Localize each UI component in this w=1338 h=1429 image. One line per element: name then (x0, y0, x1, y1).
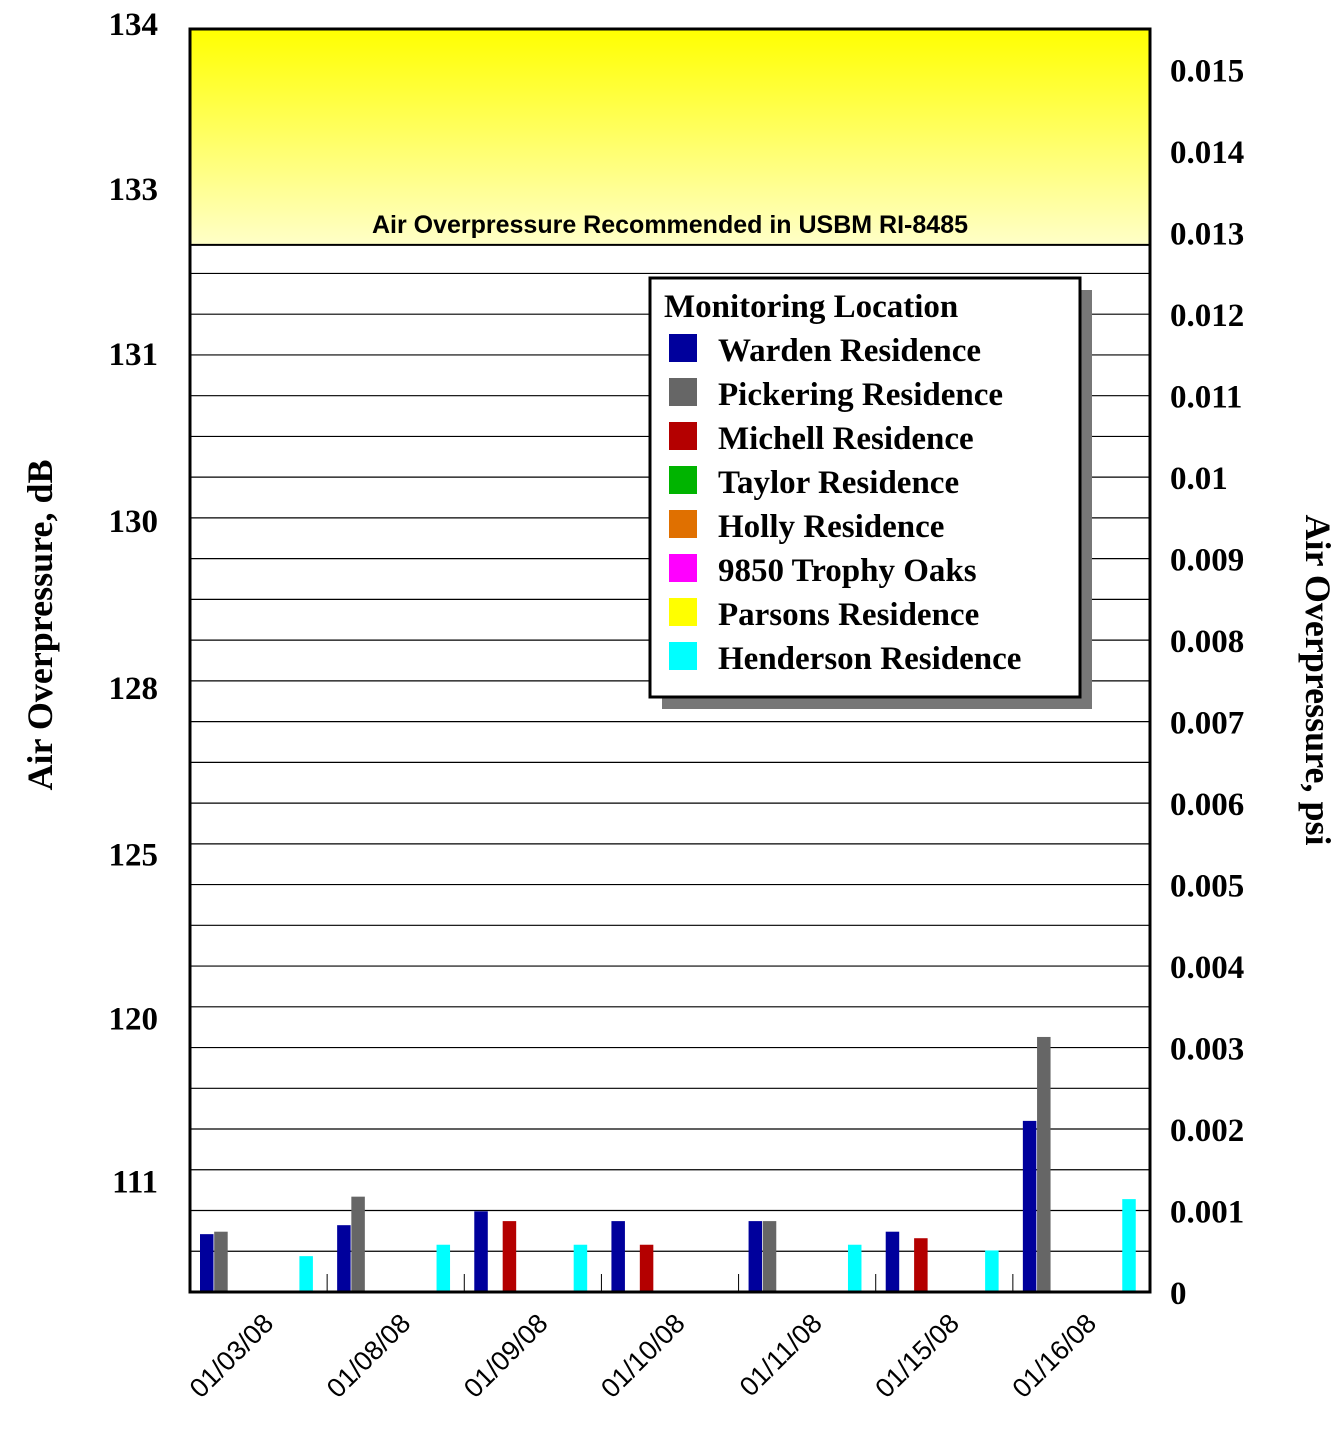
bar (474, 1211, 488, 1292)
legend-swatch (669, 378, 697, 406)
right-tick-label: 0.003 (1170, 1032, 1244, 1068)
legend-label: Holly Residence (718, 509, 944, 545)
legend-label: 9850 Trophy Oaks (718, 553, 977, 589)
left-tick-label: 111 (112, 1165, 158, 1201)
legend-label: Taylor Residence (718, 465, 959, 501)
right-tick-label: 0 (1170, 1276, 1187, 1312)
threshold-label: Air Overpressure Recommended in USBM RI-… (372, 211, 968, 239)
bar (748, 1221, 763, 1292)
legend-label: Henderson Residence (718, 641, 1021, 677)
bar (337, 1225, 351, 1292)
bar (573, 1244, 588, 1292)
bar (611, 1221, 625, 1292)
right-tick-label: 0.006 (1170, 787, 1244, 823)
right-tick-label: 0.008 (1170, 624, 1244, 660)
right-axis-ticks: 0.015 0.014 0.013 0.012 0.011 0.01 0.009 0.008 0… (1170, 54, 1244, 1312)
threshold-band (190, 29, 1150, 245)
left-tick-label: 133 (109, 172, 159, 208)
legend-swatch (669, 598, 697, 626)
bar (1022, 1120, 1037, 1292)
bar (985, 1250, 999, 1292)
left-tick-label: 125 (109, 838, 159, 874)
x-tick-marks (326, 1274, 1014, 1292)
legend-box (648, 276, 1082, 699)
left-tick-label: 134 (109, 7, 159, 43)
bar (639, 1244, 654, 1292)
bar (200, 1234, 214, 1292)
x-tick-label: 01/03/08 (184, 1308, 280, 1404)
plot-frame (188, 27, 1152, 1294)
right-tick-label: 0.011 (1170, 380, 1242, 416)
left-axis-title: Air Overpressure, dB (20, 460, 60, 791)
bar (299, 1256, 313, 1292)
right-tick-label: 0.007 (1170, 706, 1244, 742)
bar (885, 1231, 900, 1292)
x-tick-label: 01/09/08 (458, 1308, 554, 1404)
legend-label: Warden Residence (718, 333, 981, 369)
bar (914, 1238, 928, 1292)
bar (1037, 1036, 1051, 1292)
right-tick-label: 0.013 (1170, 217, 1244, 253)
right-tick-label: 0.009 (1170, 543, 1244, 579)
bar (502, 1221, 517, 1292)
bars (200, 1036, 1136, 1292)
legend-swatch (669, 642, 697, 670)
legend-label: Pickering Residence (718, 377, 1003, 413)
left-axis-ticks: 134 133 131 130 128 125 120 111 (109, 7, 159, 1201)
right-tick-label: 0.001 (1170, 1195, 1244, 1231)
legend-swatch (669, 510, 697, 538)
right-axis-title: Air Overpressure, psi (1298, 515, 1338, 846)
right-tick-label: 0.002 (1170, 1113, 1244, 1149)
left-tick-label: 128 (109, 671, 159, 707)
legend-label: Parsons Residence (718, 597, 979, 633)
x-tick-label: 01/08/08 (321, 1308, 417, 1404)
left-tick-label: 131 (109, 337, 159, 373)
legend-swatch (669, 422, 697, 450)
legend-title: Monitoring Location (664, 289, 958, 325)
bar (351, 1196, 365, 1292)
right-tick-label: 0.005 (1170, 869, 1244, 905)
bar (436, 1244, 451, 1292)
bar (847, 1244, 862, 1292)
x-tick-label: 01/10/08 (595, 1308, 691, 1404)
left-tick-label: 120 (109, 1002, 159, 1038)
right-tick-label: 0.015 (1170, 54, 1244, 90)
left-tick-label: 130 (109, 504, 159, 540)
legend-swatch (669, 334, 697, 362)
x-tick-label: 01/11/08 (734, 1308, 828, 1402)
legend-items: Warden Residence Pickering Residence Miche… (669, 333, 1021, 677)
right-tick-label: 0.01 (1170, 461, 1228, 497)
x-tick-label: 01/15/08 (869, 1308, 965, 1404)
legend-swatch (669, 554, 697, 582)
right-tick-label: 0.004 (1170, 950, 1244, 986)
x-tick-label: 01/16/08 (1007, 1308, 1103, 1404)
legend-swatch (669, 466, 697, 494)
x-axis-labels: 01/03/08 01/08/08 01/09/08 01/10/08 01/11/08… (184, 1308, 1102, 1404)
bar (762, 1221, 777, 1292)
right-tick-label: 0.012 (1170, 298, 1244, 334)
right-tick-label: 0.014 (1170, 135, 1244, 171)
bar (1122, 1199, 1136, 1292)
bar (214, 1231, 228, 1292)
legend-label: Michell Residence (718, 421, 974, 457)
legend: Monitoring Location Warden Residence Pick… (648, 276, 1092, 709)
